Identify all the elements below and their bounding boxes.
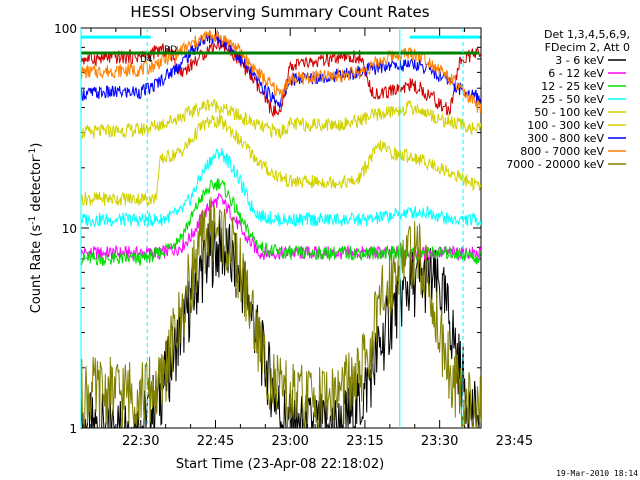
series-line-5 xyxy=(81,98,481,140)
legend-label: 7000 - 20000 keV xyxy=(506,158,604,171)
legend-label: 100 - 300 keV xyxy=(527,119,604,132)
y-tick-label: 10 xyxy=(62,222,77,236)
series-line-9 xyxy=(81,38,481,118)
series-line-0 xyxy=(81,213,481,428)
legend-label: 50 - 100 keV xyxy=(534,106,604,119)
y-axis-label-exponent: -1 xyxy=(28,216,38,225)
x-tick-label: 23:00 xyxy=(271,434,308,449)
x-tick-label: 22:30 xyxy=(122,434,159,449)
series-group xyxy=(81,29,481,428)
series-line-8 xyxy=(81,196,481,428)
series-line-6 xyxy=(81,32,481,109)
y-axis-label: Count Rate (s-1 detector-1) xyxy=(28,143,44,314)
timestamp: 19-Mar-2010 18:14 xyxy=(556,469,638,478)
legend-header: Det 1,3,4,5,6,9, xyxy=(544,28,630,41)
annotation-rd: RD xyxy=(164,45,177,55)
x-tick-label: 23:15 xyxy=(346,434,383,449)
legend: Det 1,3,4,5,6,9,FDecim 2, Att 03 - 6 keV… xyxy=(506,28,630,171)
y-tick-label: 1 xyxy=(69,422,77,436)
legend-label: 6 - 12 keV xyxy=(548,67,604,80)
legend-label: 300 - 800 keV xyxy=(527,132,604,145)
legend-label: 800 - 7000 keV xyxy=(520,145,604,158)
x-tick-label: 23:45 xyxy=(496,434,533,449)
legend-label: 3 - 6 keV xyxy=(555,54,604,67)
chart-title: HESSI Observing Summary Count Rates xyxy=(130,3,429,21)
y-axis-label-exponent-2: -1 xyxy=(28,148,38,157)
y-axis-label-suffix: detector xyxy=(29,156,44,216)
x-tick-label: 23:30 xyxy=(421,434,458,449)
annotation-d4: D4 xyxy=(140,55,153,65)
legend-header: FDecim 2, Att 0 xyxy=(545,41,630,54)
legend-label: 25 - 50 keV xyxy=(541,93,604,106)
x-tick-label: 22:45 xyxy=(197,434,234,449)
legend-label: 12 - 25 keV xyxy=(541,80,604,93)
y-axis-label-end: ) xyxy=(29,143,44,148)
x-axis-label: Start Time (23-Apr-08 22:18:02) xyxy=(176,457,384,472)
y-tick-label: 100 xyxy=(54,22,77,36)
plot-area: 1 10 100 22:30 22:45 23:00 23:15 23:30 23:45 RD D4 xyxy=(54,22,533,449)
y-axis-label-main: Count Rate (s xyxy=(29,225,44,314)
